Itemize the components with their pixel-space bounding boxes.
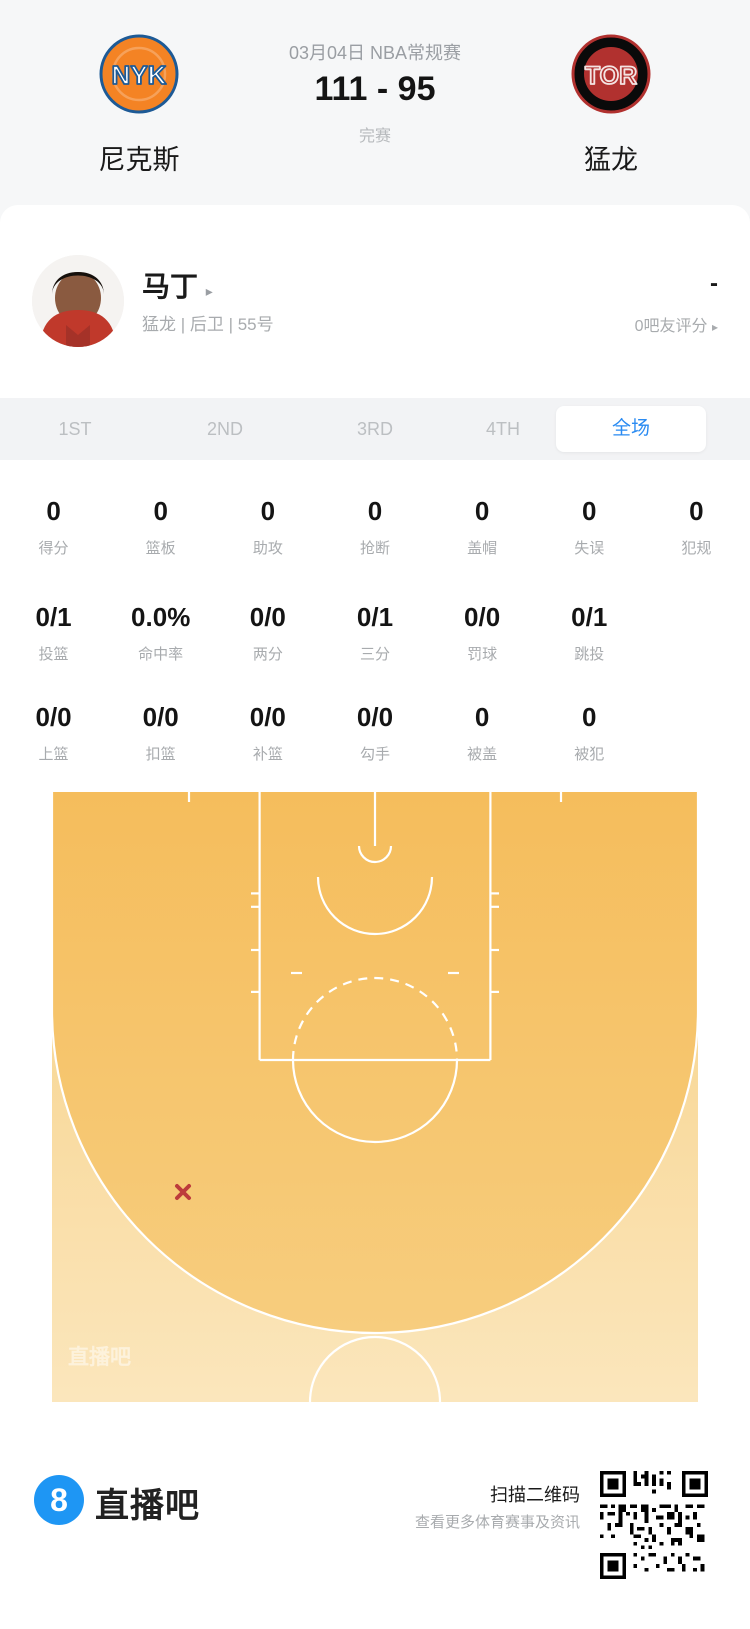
svg-text:NYK: NYK [112,60,167,90]
svg-text:8: 8 [50,1482,68,1518]
svg-text:直播吧: 直播吧 [68,1346,131,1369]
svg-text:TOR: TOR [585,62,637,90]
